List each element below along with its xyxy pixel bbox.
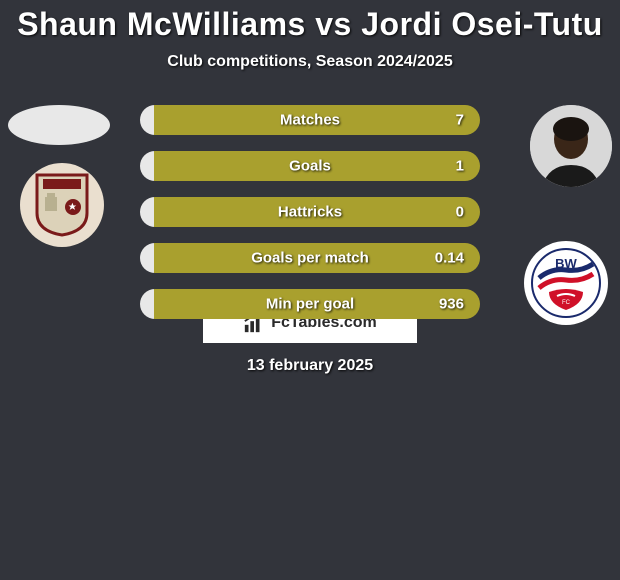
stat-bar-left-fill (140, 243, 154, 273)
page-title: Shaun McWilliams vs Jordi Osei-Tutu (0, 0, 620, 43)
northampton-crest-icon (35, 173, 89, 237)
stat-bar: Hattricks 0 (140, 197, 480, 227)
player1-club-badge (20, 163, 104, 247)
svg-text:FC: FC (562, 300, 571, 306)
stat-bar-left-fill (140, 197, 154, 227)
stat-value-right: 1 (456, 158, 464, 175)
player1-photo-placeholder (8, 105, 110, 145)
stat-label: Goals (289, 158, 331, 175)
player2-club-badge: BW FC (524, 241, 608, 325)
stat-bar-left-fill (140, 105, 154, 135)
snapshot-date: 13 february 2025 (0, 357, 620, 375)
stat-bar-left-fill (140, 289, 154, 319)
stat-value-right: 0.14 (435, 250, 464, 267)
stat-label: Goals per match (251, 250, 369, 267)
stat-value-right: 7 (456, 112, 464, 129)
stat-bar-left-fill (140, 151, 154, 181)
stat-bars: Matches 7 Goals 1 Hattricks 0 Goals per match 0… (140, 105, 480, 335)
svg-text:BW: BW (555, 256, 577, 271)
player2-photo (530, 105, 612, 187)
stat-value-right: 0 (456, 204, 464, 221)
stat-label: Min per goal (266, 296, 354, 313)
stat-bar: Min per goal 936 (140, 289, 480, 319)
stat-bar: Goals per match 0.14 (140, 243, 480, 273)
stat-label: Hattricks (278, 204, 342, 221)
bolton-crest-icon: BW FC (531, 248, 601, 318)
stat-label: Matches (280, 112, 340, 129)
player2-avatar-icon (530, 105, 612, 187)
stat-value-right: 936 (439, 296, 464, 313)
stat-bar: Goals 1 (140, 151, 480, 181)
stat-bar: Matches 7 (140, 105, 480, 135)
subtitle: Club competitions, Season 2024/2025 (0, 53, 620, 71)
